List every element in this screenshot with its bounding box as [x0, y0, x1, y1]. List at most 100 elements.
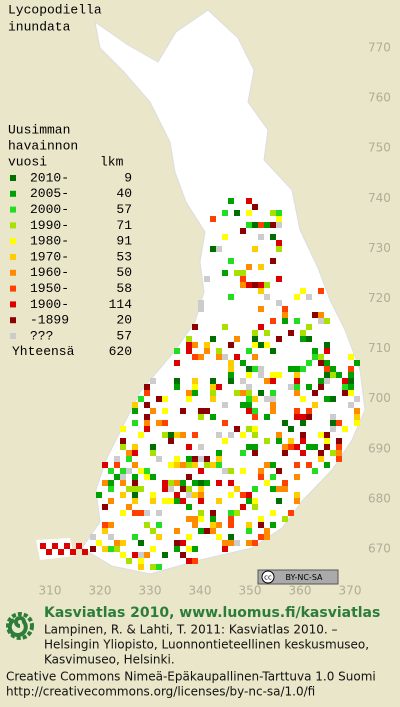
- observation-square: [198, 354, 204, 360]
- legend-count: 40: [116, 186, 132, 201]
- observation-square: [174, 378, 180, 384]
- observation-square: [120, 438, 126, 444]
- observation-square: [198, 498, 204, 504]
- observation-square: [324, 372, 330, 378]
- observation-square: [198, 456, 204, 462]
- observation-square: [342, 390, 348, 396]
- observation-square: [270, 372, 276, 378]
- observation-square: [348, 366, 354, 372]
- title-line: inundata: [8, 19, 71, 34]
- observation-square: [348, 354, 354, 360]
- observation-square: [252, 282, 258, 288]
- observation-square: [114, 456, 120, 462]
- observation-square: [138, 468, 144, 474]
- observation-square: [174, 462, 180, 468]
- observation-square: [144, 402, 150, 408]
- observation-square: [138, 564, 144, 570]
- observation-square: [96, 492, 102, 498]
- observation-square: [252, 432, 258, 438]
- observation-square: [180, 552, 186, 558]
- observation-square: [348, 390, 354, 396]
- observation-square: [192, 342, 198, 348]
- observation-square: [186, 516, 192, 522]
- observation-square: [156, 522, 162, 528]
- observation-square: [108, 546, 114, 552]
- observation-square: [312, 444, 318, 450]
- observation-square: [300, 420, 306, 426]
- legend-label: 1950-: [30, 281, 69, 296]
- observation-square: [132, 552, 138, 558]
- observation-square: [132, 480, 138, 486]
- observation-square: [354, 396, 360, 402]
- observation-square: [198, 480, 204, 486]
- observation-square: [144, 414, 150, 420]
- observation-square: [324, 360, 330, 366]
- observation-square: [162, 432, 168, 438]
- observation-square: [294, 366, 300, 372]
- observation-square: [246, 528, 252, 534]
- observation-square: [216, 354, 222, 360]
- observation-square: [216, 456, 222, 462]
- legend-swatch: [10, 254, 16, 260]
- observation-square: [174, 492, 180, 498]
- observation-square: [216, 534, 222, 540]
- x-grid-label: 350: [239, 584, 262, 598]
- observation-square: [144, 468, 150, 474]
- legend-count: 53: [116, 249, 132, 264]
- observation-square: [246, 498, 252, 504]
- observation-square: [186, 456, 192, 462]
- observation-square: [216, 384, 222, 390]
- observation-square: [108, 486, 114, 492]
- observation-square: [276, 372, 282, 378]
- observation-square: [246, 222, 252, 228]
- legend-label: 2005-: [30, 186, 69, 201]
- observation-square: [270, 402, 276, 408]
- y-grid-label: 730: [368, 241, 391, 255]
- observation-square: [222, 402, 228, 408]
- observation-square: [294, 384, 300, 390]
- observation-square: [246, 390, 252, 396]
- observation-square: [312, 348, 318, 354]
- observation-square: [246, 396, 252, 402]
- observation-square: [156, 534, 162, 540]
- observation-square: [240, 228, 246, 234]
- observation-square: [312, 468, 318, 474]
- observation-square: [234, 486, 240, 492]
- observation-square: [318, 456, 324, 462]
- observation-square: [102, 462, 108, 468]
- observation-square: [228, 480, 234, 486]
- observation-square: [180, 408, 186, 414]
- observation-square: [276, 468, 282, 474]
- observation-square: [294, 408, 300, 414]
- observation-square: [228, 510, 234, 516]
- observation-square: [276, 498, 282, 504]
- observation-square: [210, 390, 216, 396]
- observation-square: [108, 534, 114, 540]
- y-grid-label: 740: [368, 191, 391, 205]
- observation-square: [186, 534, 192, 540]
- observation-square: [246, 408, 252, 414]
- observation-square: [252, 222, 258, 228]
- observation-square: [264, 282, 270, 288]
- observation-square: [150, 444, 156, 450]
- observation-square: [76, 543, 82, 549]
- observation-square: [186, 492, 192, 498]
- observation-square: [330, 426, 336, 432]
- observation-square: [180, 540, 186, 546]
- y-grid-label: 750: [368, 141, 391, 155]
- observation-square: [288, 426, 294, 432]
- x-grid-label: 370: [339, 584, 362, 598]
- observation-square: [330, 372, 336, 378]
- observation-square: [276, 438, 282, 444]
- observation-square: [288, 510, 294, 516]
- observation-square: [258, 324, 264, 330]
- observation-square: [222, 354, 228, 360]
- observation-square: [198, 300, 204, 306]
- observation-square: [228, 516, 234, 522]
- observation-squares: [40, 198, 360, 570]
- observation-square: [120, 426, 126, 432]
- legend-swatch: [10, 269, 16, 276]
- observation-square: [270, 462, 276, 468]
- observation-square: [186, 462, 192, 468]
- observation-square: [246, 444, 252, 450]
